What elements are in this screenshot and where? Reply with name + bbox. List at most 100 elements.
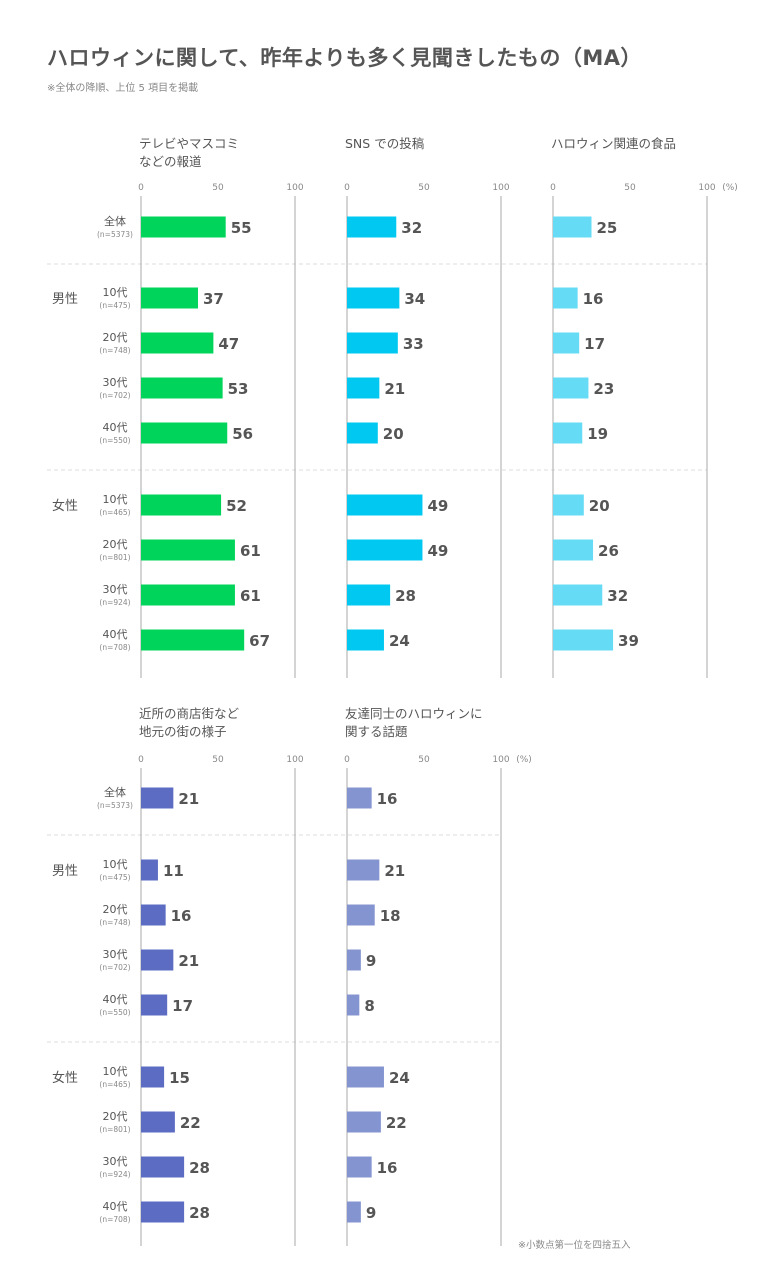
row-n-label: (n=924) <box>99 1170 130 1179</box>
bar <box>347 904 375 926</box>
row-n-label: (n=708) <box>99 643 130 652</box>
bar <box>141 332 214 354</box>
bar <box>347 422 378 444</box>
value-label: 18 <box>380 907 401 925</box>
value-label: 22 <box>386 1114 407 1132</box>
tick-label: 100 <box>492 755 509 765</box>
bar <box>347 377 380 399</box>
row-label: 20代 <box>103 1110 128 1123</box>
bar <box>347 584 391 606</box>
value-label: 28 <box>189 1159 210 1177</box>
value-label: 49 <box>427 542 448 560</box>
row-n-label: (n=5373) <box>97 801 133 810</box>
row-label: 40代 <box>103 1200 128 1213</box>
value-label: 19 <box>587 425 608 443</box>
row-n-label: (n=465) <box>99 508 130 517</box>
bar <box>141 994 168 1016</box>
bar <box>141 949 174 971</box>
group-label: 女性 <box>52 1070 78 1086</box>
bar <box>553 332 580 354</box>
row-label: 20代 <box>103 331 128 344</box>
tick-label: 50 <box>212 183 224 193</box>
value-label: 61 <box>240 587 261 605</box>
row-label: 30代 <box>103 583 128 596</box>
row-n-label: (n=748) <box>99 346 130 355</box>
value-label: 52 <box>226 497 247 515</box>
bar <box>141 787 174 809</box>
row-n-label: (n=5373) <box>97 230 133 239</box>
value-label: 55 <box>231 219 252 237</box>
tick-label: 100 <box>492 183 509 193</box>
value-label: 34 <box>404 290 425 308</box>
tick-label: 0 <box>344 755 350 765</box>
row-n-label: (n=475) <box>99 301 130 310</box>
value-label: 67 <box>249 632 270 650</box>
value-label: 9 <box>366 1204 376 1222</box>
tick-label: 50 <box>624 183 636 193</box>
bar <box>141 584 235 606</box>
value-label: 24 <box>389 632 410 650</box>
value-label: 15 <box>169 1069 190 1087</box>
bar <box>141 859 158 881</box>
value-label: 9 <box>366 952 376 970</box>
tick-label: 50 <box>212 755 224 765</box>
tick-label: 100 <box>286 183 303 193</box>
panel-title: 関する話題 <box>345 724 408 739</box>
bar <box>347 787 372 809</box>
bar <box>347 1111 381 1133</box>
panel-title: 地元の街の様子 <box>139 724 227 739</box>
panel-title: 友達同士のハロウィンに <box>345 706 483 721</box>
bar <box>141 287 198 309</box>
panel-title: SNS での投稿 <box>345 136 424 151</box>
row-label: 30代 <box>103 948 128 961</box>
row-label: 10代 <box>103 493 128 506</box>
panel-title: テレビやマスコミ <box>139 136 239 151</box>
row-n-label: (n=550) <box>99 1008 130 1017</box>
row-label: 40代 <box>103 628 128 641</box>
tick-label: 50 <box>418 755 430 765</box>
value-label: 33 <box>403 335 424 353</box>
value-label: 21 <box>384 380 405 398</box>
bar <box>141 377 223 399</box>
tick-label: 0 <box>550 183 556 193</box>
row-n-label: (n=702) <box>99 391 130 400</box>
row-label: 10代 <box>103 858 128 871</box>
row-label: 10代 <box>103 286 128 299</box>
unit-label: (%) <box>516 755 532 765</box>
bar <box>347 629 384 651</box>
value-label: 26 <box>598 542 619 560</box>
chart-subtitle: ※全体の降順、上位 5 項目を掲載 <box>47 83 199 94</box>
value-label: 16 <box>377 790 398 808</box>
row-n-label: (n=924) <box>99 598 130 607</box>
panel-title: などの報道 <box>139 154 202 169</box>
value-label: 20 <box>589 497 610 515</box>
row-label: 40代 <box>103 421 128 434</box>
value-label: 8 <box>364 997 374 1015</box>
bar <box>141 422 228 444</box>
bar <box>141 494 222 516</box>
chart-title: ハロウィンに関して、昨年よりも多く見聞きしたもの（MA） <box>47 46 643 70</box>
panel-title: 近所の商店街など <box>139 706 240 721</box>
value-label: 56 <box>232 425 253 443</box>
bar <box>347 1156 372 1178</box>
bar <box>141 1201 185 1223</box>
value-label: 24 <box>389 1069 410 1087</box>
bar <box>141 539 235 561</box>
bar <box>553 422 583 444</box>
row-n-label: (n=801) <box>99 1125 130 1134</box>
bar <box>347 859 380 881</box>
row-n-label: (n=702) <box>99 963 130 972</box>
row-n-label: (n=748) <box>99 918 130 927</box>
row-label: 全体 <box>104 785 126 799</box>
value-label: 47 <box>218 335 239 353</box>
bar <box>141 1066 165 1088</box>
value-label: 22 <box>180 1114 201 1132</box>
value-label: 37 <box>203 290 224 308</box>
value-label: 21 <box>384 862 405 880</box>
value-label: 16 <box>171 907 192 925</box>
bar <box>553 539 594 561</box>
value-label: 23 <box>593 380 614 398</box>
row-label: 20代 <box>103 903 128 916</box>
bar <box>553 494 584 516</box>
bar <box>347 332 398 354</box>
